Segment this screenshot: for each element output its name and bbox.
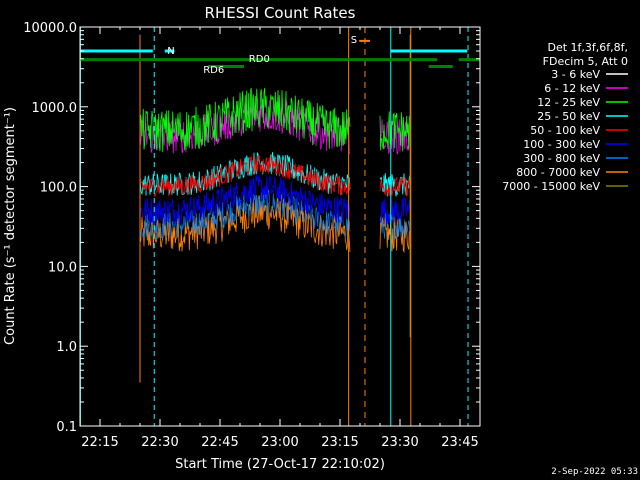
rd6-label: RD6 <box>203 65 224 76</box>
footer-date: 2-Sep-2022 05:33 <box>551 467 638 477</box>
y-tick-label: 1000.0 <box>32 101 78 116</box>
y-tick-label: 100.0 <box>40 181 77 196</box>
night-label: N <box>167 46 174 57</box>
x-tick-label: 23:15 <box>321 435 358 450</box>
x-tick-label: 23:30 <box>381 435 418 450</box>
series-50-100-kev <box>379 176 411 197</box>
series-3-6-kev <box>143 30 408 48</box>
x-tick-label: 23:00 <box>261 435 298 450</box>
legend-label: 6 - 12 keV <box>544 82 600 95</box>
legend-label: 100 - 300 keV <box>523 138 600 151</box>
x-tick-label: 23:45 <box>441 435 478 450</box>
legend-label: 3 - 6 keV <box>551 68 600 81</box>
x-axis-label: Start Time (27-Oct-17 22:10:02) <box>175 457 385 472</box>
y-tick-label: 0.1 <box>56 420 77 435</box>
y-axis-label: Count Rate (s⁻¹ detector segment⁻¹) <box>3 107 18 345</box>
series-100-300-kev <box>379 196 411 225</box>
legend-header: FDecim 5, Att 0 <box>543 55 628 68</box>
y-tick-label: 10000.0 <box>23 21 77 36</box>
series-12-25-kev <box>139 87 351 153</box>
series-800-7000-kev <box>139 195 351 252</box>
series-50-100-kev <box>139 154 351 197</box>
series-300-800-kev <box>379 212 411 240</box>
legend-header: Det 1f,3f,6f,8f, <box>547 41 628 54</box>
x-tick-label: 22:15 <box>81 435 118 450</box>
legend-label: 800 - 7000 keV <box>516 166 600 179</box>
x-tick-label: 22:45 <box>201 435 238 450</box>
y-tick-label: 1.0 <box>56 340 77 355</box>
saa-label: S <box>351 35 357 46</box>
x-tick-label: 22:30 <box>141 435 178 450</box>
legend: Det 1f,3f,6f,8f,FDecim 5, Att 03 - 6 keV… <box>502 41 628 193</box>
legend-label: 12 - 25 keV <box>537 96 600 109</box>
series-12-25-kev <box>379 111 411 152</box>
chart-title: RHESSI Count Rates <box>205 4 356 22</box>
rd0-label: RD0 <box>249 54 270 65</box>
series-100-300-kev <box>139 174 351 225</box>
axes: 22:15 22:30 22:45 23:00 23:15 23:30 23:45 0.1 1.… <box>23 21 480 450</box>
plot-content: N RD0 RD6 S <box>79 27 480 426</box>
series-300-800-kev <box>139 189 351 240</box>
legend-label: 300 - 800 keV <box>523 152 600 165</box>
legend-label: 50 - 100 keV <box>530 124 600 137</box>
legend-label: 7000 - 15000 keV <box>502 180 600 193</box>
y-tick-label: 10.0 <box>48 260 77 275</box>
legend-label: 25 - 50 keV <box>537 110 600 123</box>
